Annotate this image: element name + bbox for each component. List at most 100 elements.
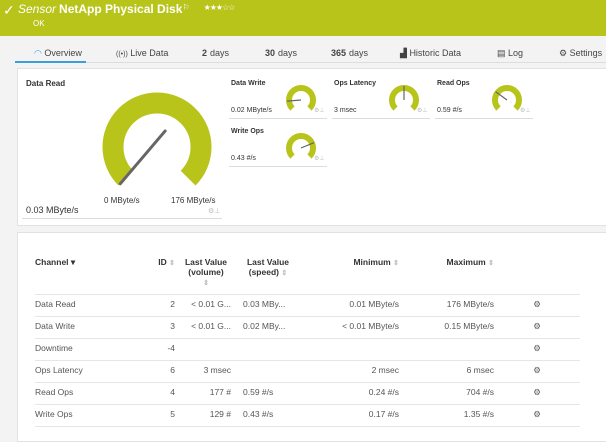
tab-365-days[interactable]: 365 days — [331, 48, 368, 58]
gauge-dial — [286, 85, 316, 111]
maximum: 176 MByte/s — [399, 294, 494, 317]
gauge-needle — [495, 91, 508, 101]
sensor-type: Sensor — [18, 2, 57, 16]
col-last-value-volume[interactable]: Last Value (volume) ⇕ — [175, 252, 237, 295]
flag-icon[interactable]: ⚐ — [182, 3, 190, 12]
main-gauge-title: Data Read — [26, 79, 66, 88]
tab-label: days — [278, 48, 298, 58]
minimum: < 0.01 MByte/s — [299, 316, 399, 339]
gear-icon[interactable]: ⚙⊥ — [314, 156, 325, 162]
divider — [229, 118, 327, 119]
channel-name[interactable]: Data Read — [35, 294, 135, 317]
channel-name[interactable]: Write Ops — [35, 404, 135, 427]
sort-icon: ⇕ — [203, 279, 209, 287]
maximum: 6 msec — [399, 360, 494, 383]
tab-log[interactable]: ▤ Log — [497, 48, 523, 58]
last-value-volume: 129 # — [175, 404, 237, 427]
gear-icon: ⚙ — [559, 48, 568, 58]
header-label: Channel — [35, 257, 69, 267]
channel-id: 4 — [135, 382, 175, 405]
gauge-arc — [102, 92, 212, 186]
channel-settings-icon[interactable]: ⚙ — [494, 382, 580, 405]
divider — [22, 218, 222, 219]
priority-stars[interactable]: ★★★☆☆ — [203, 3, 236, 12]
channel-name[interactable]: Read Ops — [35, 382, 135, 405]
tab-overview[interactable]: ◠ Overview — [34, 48, 82, 58]
channel-settings-icon[interactable]: ⚙ — [494, 404, 580, 427]
tab-num: 365 — [331, 48, 347, 58]
channels-table: Channel ▾ ID ⇕ Last Value (volume) ⇕ Last… — [35, 252, 580, 427]
last-value-volume: < 0.01 G... — [175, 316, 237, 339]
gauge-title: Ops Latency — [334, 80, 377, 87]
last-value-speed: 0.59 #/s — [237, 382, 299, 405]
gauge-needle — [118, 129, 167, 186]
gauge-title: Read Ops — [437, 80, 470, 87]
gear-icon[interactable]: ⚙⊥ — [520, 108, 531, 114]
channel-name[interactable]: Ops Latency — [35, 360, 135, 383]
gauge-needle — [286, 99, 302, 102]
main-gauge-value: 0.03 MByte/s — [26, 205, 79, 215]
gear-icon[interactable]: ⚙⊥ — [208, 208, 221, 215]
table-row[interactable]: Data Read 2 < 0.01 G... 0.03 MBy... 0.01… — [35, 294, 580, 317]
col-last-value-speed[interactable]: Last Value (speed) ⇕ — [237, 252, 299, 295]
gauge-value: 0.59 #/s — [437, 107, 462, 114]
table-row[interactable]: Downtime -4 ⚙ — [35, 338, 580, 361]
gauge-title: Data Write — [231, 80, 266, 87]
gear-icon[interactable]: ⚙⊥ — [417, 108, 428, 114]
tab-30-days[interactable]: 30 days — [265, 48, 297, 58]
tab-num: 30 — [265, 48, 276, 58]
gauge-dial — [286, 133, 316, 159]
channel-name[interactable]: Downtime — [35, 338, 135, 361]
tab-2-days[interactable]: 2 days — [202, 48, 229, 58]
channel-settings-icon[interactable]: ⚙ — [494, 338, 580, 361]
checkmark-icon: ✓ — [3, 2, 15, 18]
historic-chart-icon: ▟ — [400, 48, 407, 58]
header-label: Maximum — [446, 257, 486, 267]
table-row[interactable]: Read Ops 4 177 # 0.59 #/s 0.24 #/s 704 #… — [35, 382, 580, 405]
sensor-title: Sensor NetApp Physical Disk⚐ ★★★☆☆ — [18, 2, 236, 17]
channel-settings-icon[interactable]: ⚙ — [494, 316, 580, 339]
tab-num: 2 — [202, 48, 208, 58]
channel-id: 2 — [135, 294, 175, 317]
tab-label: days — [349, 48, 369, 58]
table-row[interactable]: Ops Latency 6 3 msec 2 msec 6 msec ⚙ — [35, 360, 580, 383]
tab-label: Settings — [569, 48, 603, 58]
table-row[interactable]: Write Ops 5 129 # 0.43 #/s 0.17 #/s 1.35… — [35, 404, 580, 427]
gauge-min-label: 0 MByte/s — [104, 196, 140, 205]
header-label: Minimum — [353, 257, 391, 267]
tab-historic-data[interactable]: ▟ Historic Data — [400, 48, 461, 58]
gauge-value: 3 msec — [334, 107, 357, 114]
divider — [332, 118, 430, 119]
gauge-value: 0.43 #/s — [231, 155, 256, 162]
gauge-dial — [492, 85, 522, 111]
tab-label: days — [210, 48, 230, 58]
gauge-title: Write Ops — [231, 128, 264, 135]
col-actions — [494, 252, 580, 295]
col-minimum[interactable]: Minimum ⇕ — [299, 252, 399, 295]
header-label: ID — [158, 257, 167, 267]
col-channel[interactable]: Channel ▾ — [35, 252, 135, 295]
gauge-dial — [389, 85, 419, 111]
active-tab-indicator — [15, 61, 86, 63]
maximum: 1.35 #/s — [399, 404, 494, 427]
minimum: 2 msec — [299, 360, 399, 383]
col-id[interactable]: ID ⇕ — [135, 252, 175, 295]
col-maximum[interactable]: Maximum ⇕ — [399, 252, 494, 295]
sort-icon: ⇕ — [488, 260, 494, 267]
minimum: 0.17 #/s — [299, 404, 399, 427]
tab-label: Log — [508, 48, 524, 58]
tab-live-data[interactable]: ((•)) Live Data — [116, 48, 168, 59]
channel-settings-icon[interactable]: ⚙ — [494, 360, 580, 383]
channel-name[interactable]: Data Write — [35, 316, 135, 339]
gauge-arc — [286, 85, 316, 111]
maximum — [399, 338, 494, 361]
minimum: 0.01 MByte/s — [299, 294, 399, 317]
table-row[interactable]: Data Write 3 < 0.01 G... 0.02 MBy... < 0… — [35, 316, 580, 339]
main-gauge — [102, 92, 212, 186]
maximum: 0.15 MByte/s — [399, 316, 494, 339]
gear-icon[interactable]: ⚙⊥ — [314, 108, 325, 114]
tab-label: Live Data — [130, 48, 169, 58]
tab-settings[interactable]: ⚙ Settings — [559, 48, 602, 58]
channel-settings-icon[interactable]: ⚙ — [494, 294, 580, 317]
gauge-arc — [286, 133, 316, 159]
